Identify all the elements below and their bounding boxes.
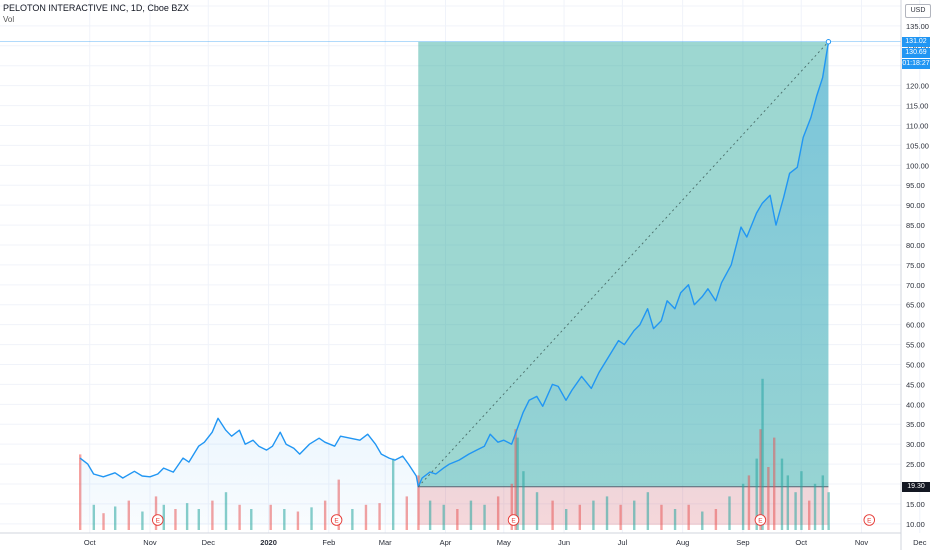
- x-tick-label: Jun: [558, 538, 570, 547]
- x-tick-label: May: [497, 538, 511, 547]
- x-tick-label: Feb: [322, 538, 335, 547]
- price-tag-last: 130.69: [902, 48, 930, 59]
- y-tick-label: 40.00: [906, 400, 925, 409]
- y-tick-label: 10.00: [906, 520, 925, 529]
- x-tick-label: 2020: [260, 538, 277, 547]
- y-tick-label: 60.00: [906, 321, 925, 330]
- earnings-marker[interactable]: E: [152, 514, 164, 526]
- y-tick-label: 55.00: [906, 341, 925, 350]
- price-tag-target: 131.02: [902, 36, 930, 47]
- earnings-marker[interactable]: E: [507, 514, 520, 526]
- y-tick-label: 90.00: [906, 201, 925, 210]
- earnings-letter: E: [511, 518, 516, 525]
- earnings-circle: [754, 514, 767, 526]
- earnings-letter: E: [334, 518, 339, 525]
- projection-line: [417, 41, 829, 488]
- earnings-circle: [152, 514, 164, 526]
- y-tick-label: 135.00: [906, 22, 929, 31]
- y-tick-label: 30.00: [906, 440, 925, 449]
- price-area: [80, 43, 829, 526]
- x-tick-label: Dec: [913, 538, 927, 547]
- earnings-letter: E: [867, 518, 872, 525]
- target-handle: [825, 39, 832, 45]
- y-tick-label: 35.00: [906, 420, 925, 429]
- y-tick-label: 120.00: [906, 82, 929, 91]
- y-tick-label: 100.00: [906, 161, 929, 170]
- volume-indicator-label[interactable]: Vol: [3, 15, 15, 24]
- x-tick-label: Jul: [618, 538, 628, 547]
- currency-button[interactable]: USD: [905, 4, 931, 18]
- y-tick-label: 25.00: [906, 460, 925, 469]
- y-tick-label: 50.00: [906, 360, 925, 369]
- price-tag-countdown: 01:18:27: [902, 59, 930, 70]
- x-tick-label: Oct: [795, 538, 808, 547]
- y-tick-label: 75.00: [906, 261, 925, 270]
- chart-header: PELOTON INTERACTIVE INC, 1D, Cboe BZX Vo…: [3, 3, 189, 25]
- x-tick-label: Apr: [440, 538, 452, 547]
- x-tick-label: Dec: [202, 538, 216, 547]
- y-tick-label: 80.00: [906, 241, 925, 250]
- earnings-letter: E: [758, 518, 763, 525]
- x-tick-label: Oct: [84, 538, 97, 547]
- earnings-marker[interactable]: E: [754, 514, 767, 526]
- y-tick-label: 15.00: [906, 500, 925, 509]
- x-tick-label: Nov: [143, 538, 157, 547]
- y-tick-label: 110.00: [906, 121, 928, 130]
- y-tick-label: 105.00: [906, 141, 929, 150]
- y-tick-label: 115.00: [906, 102, 928, 111]
- earnings-letter: E: [156, 518, 161, 525]
- x-tick-label: Aug: [676, 538, 689, 547]
- x-tick-label: Sep: [736, 538, 749, 547]
- y-tick-label: 70.00: [906, 281, 925, 290]
- price-tag-baseline: 19.30: [902, 481, 930, 492]
- earnings-marker[interactable]: E: [330, 514, 343, 526]
- earnings-circle: [507, 514, 520, 526]
- symbol-title[interactable]: PELOTON INTERACTIVE INC, 1D, Cboe BZX: [3, 3, 189, 13]
- price-line: [79, 42, 830, 488]
- earnings-circle: [330, 514, 343, 526]
- y-tick-label: 45.00: [906, 380, 925, 389]
- y-tick-label: 95.00: [906, 181, 925, 190]
- y-tick-label: 65.00: [906, 301, 925, 310]
- y-tick-label: 85.00: [906, 221, 925, 230]
- x-tick-label: Nov: [855, 538, 869, 547]
- volume-bar: [827, 492, 830, 530]
- earnings-circle: [863, 514, 876, 526]
- earnings-marker[interactable]: E: [863, 514, 876, 526]
- x-tick-label: Mar: [379, 538, 392, 547]
- price-series: [79, 39, 832, 526]
